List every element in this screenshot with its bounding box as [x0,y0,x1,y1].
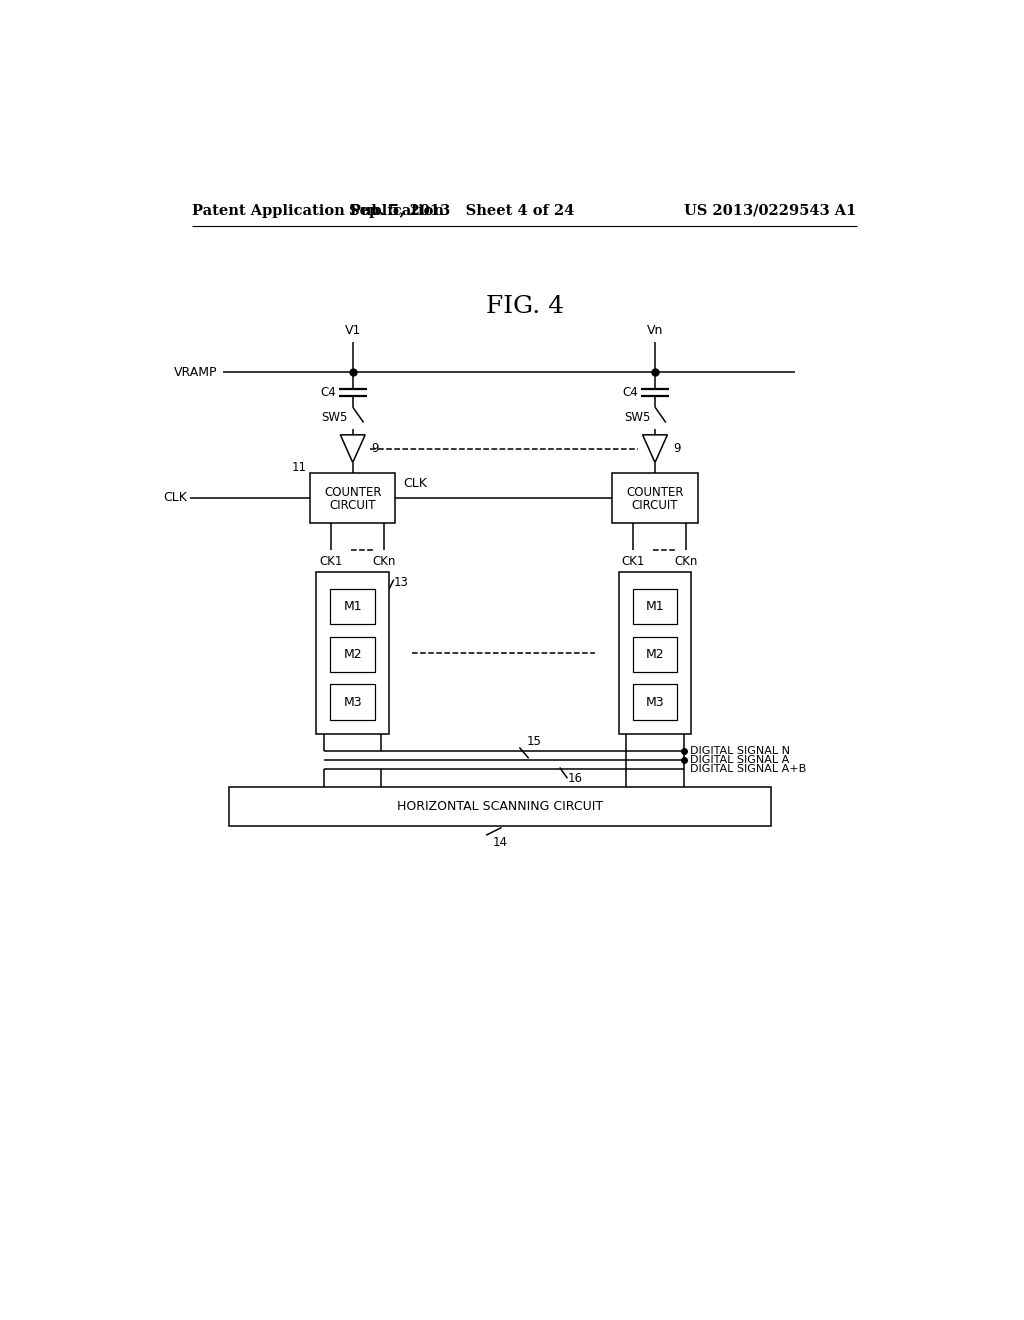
Bar [331,636,375,672]
Text: DIGITAL SIGNAL A: DIGITAL SIGNAL A [690,755,790,764]
Text: Vn: Vn [647,325,664,338]
Text: M3: M3 [646,696,665,709]
Bar [310,474,395,523]
Bar [331,684,375,719]
Text: C4: C4 [319,387,336,400]
Text: CIRCUIT: CIRCUIT [330,499,376,512]
Text: DIGITAL SIGNAL A+B: DIGITAL SIGNAL A+B [690,764,806,774]
Text: Sep. 5, 2013   Sheet 4 of 24: Sep. 5, 2013 Sheet 4 of 24 [348,203,573,218]
Bar [228,788,771,826]
Text: VRAMP: VRAMP [174,366,218,379]
Text: 15: 15 [527,735,542,748]
Text: COUNTER: COUNTER [627,486,684,499]
Text: CLK: CLK [163,491,187,504]
Bar [633,636,678,672]
Text: M2: M2 [343,648,362,661]
Text: Patent Application Publication: Patent Application Publication [191,203,443,218]
Text: 13: 13 [394,576,409,589]
Bar [612,474,697,523]
Bar [618,572,691,734]
Text: DIGITAL SIGNAL N: DIGITAL SIGNAL N [690,746,790,755]
Text: 16: 16 [567,772,583,785]
Text: C4: C4 [623,387,638,400]
Text: V1: V1 [344,325,360,338]
Text: 14: 14 [493,837,508,850]
Text: SW5: SW5 [624,412,650,425]
Text: CIRCUIT: CIRCUIT [632,499,678,512]
Text: CLK: CLK [403,478,427,490]
Text: HORIZONTAL SCANNING CIRCUIT: HORIZONTAL SCANNING CIRCUIT [397,800,603,813]
Text: CK1: CK1 [319,554,343,568]
Text: M1: M1 [646,601,665,612]
Text: M2: M2 [646,648,665,661]
Polygon shape [643,434,668,462]
Text: 9: 9 [674,442,681,455]
Text: 9: 9 [372,442,379,455]
Text: CKn: CKn [372,554,395,568]
Text: COUNTER: COUNTER [324,486,382,499]
Text: SW5: SW5 [322,412,348,425]
Bar [633,684,678,719]
Bar [331,589,375,624]
Bar [633,589,678,624]
Text: US 2013/0229543 A1: US 2013/0229543 A1 [684,203,856,218]
Text: CK1: CK1 [622,554,645,568]
Text: M3: M3 [343,696,362,709]
Polygon shape [340,434,366,462]
Bar [316,572,389,734]
Text: CKn: CKn [675,554,697,568]
Text: FIG. 4: FIG. 4 [485,294,564,318]
Text: 11: 11 [292,461,307,474]
Text: M1: M1 [343,601,362,612]
